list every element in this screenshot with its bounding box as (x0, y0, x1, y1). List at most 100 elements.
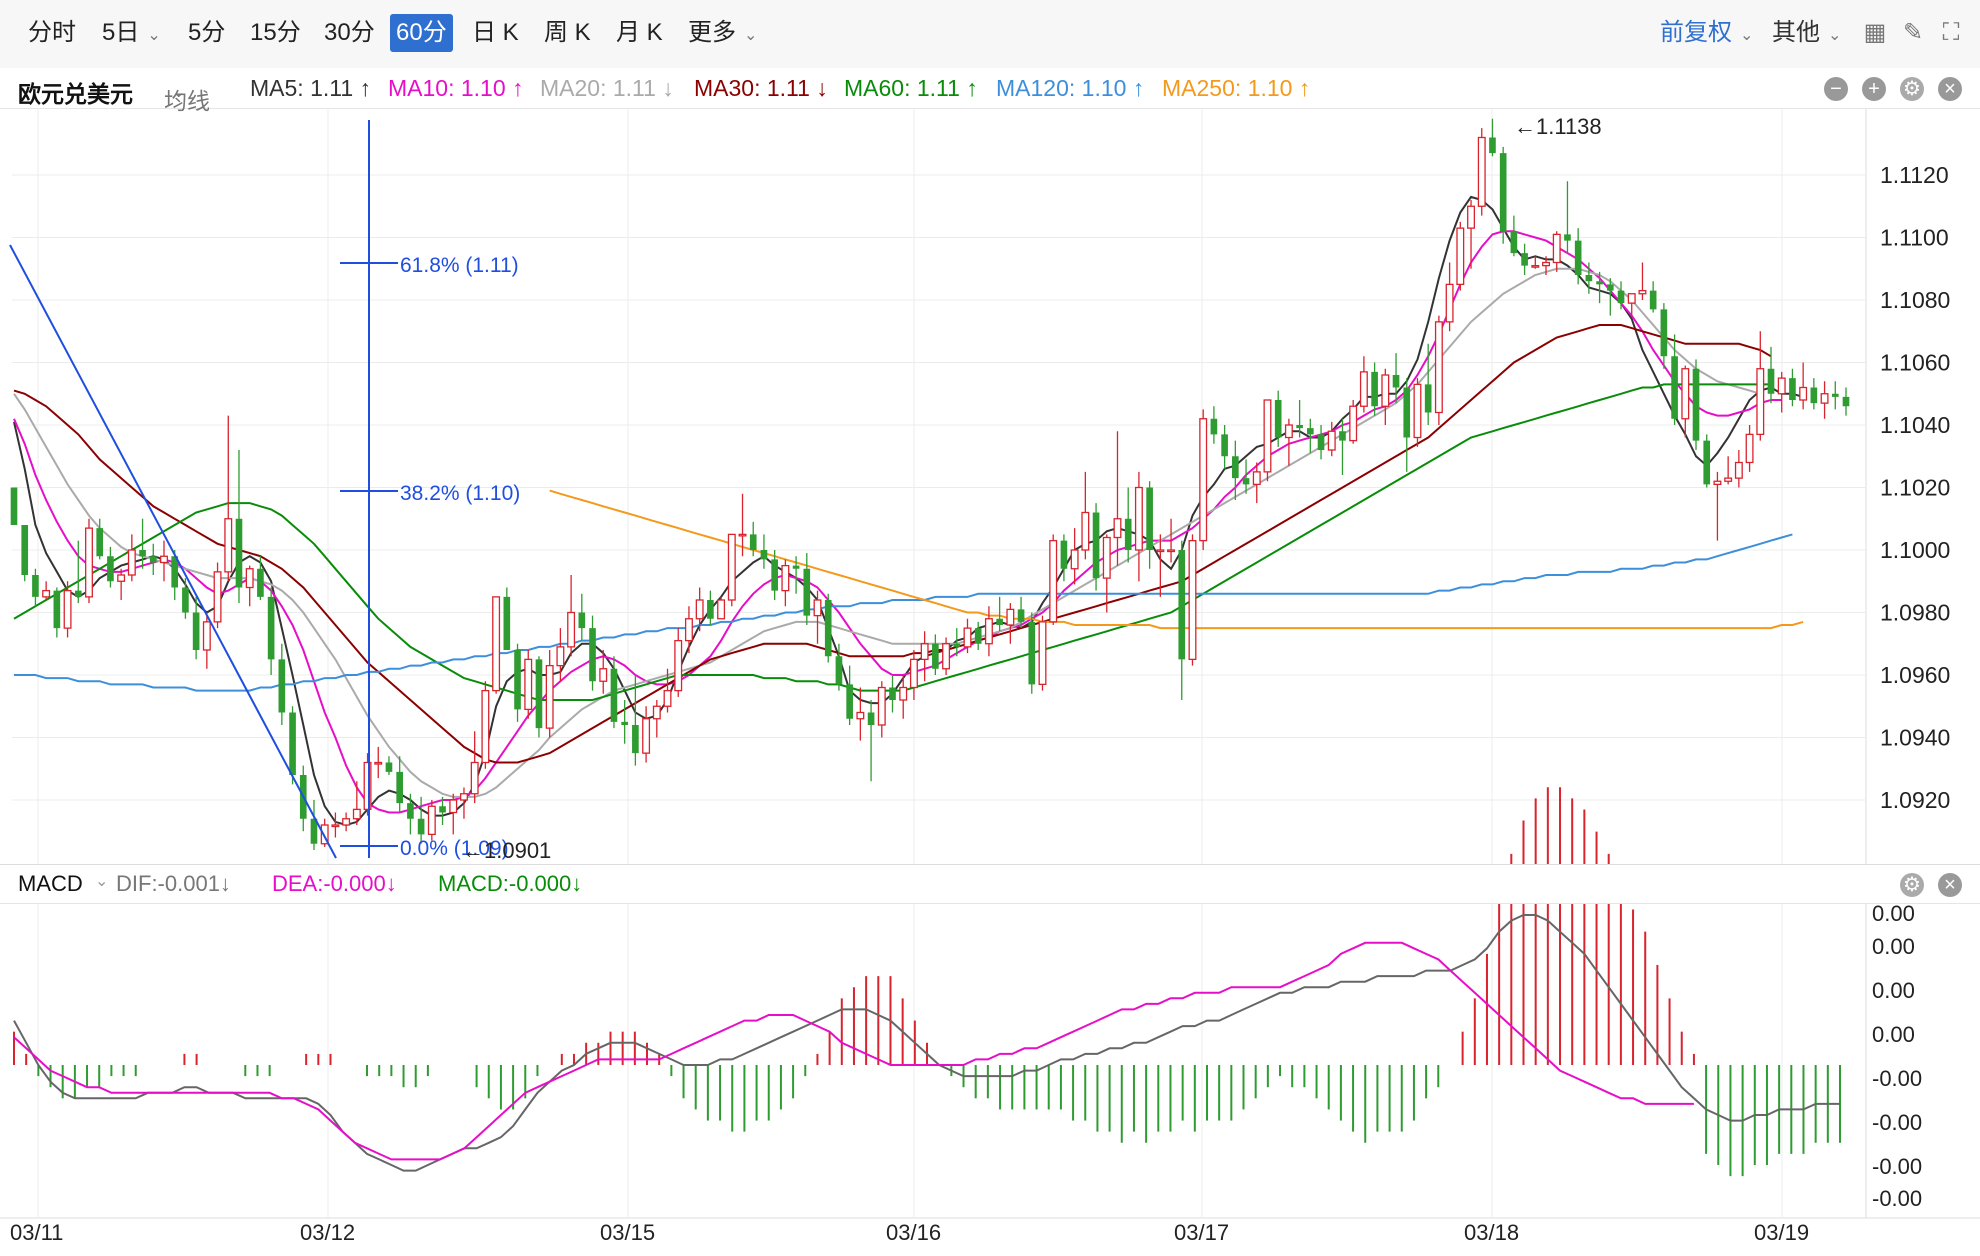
candle-body (1263, 399, 1272, 473)
y-tick-label: 1.1080 (1880, 287, 1950, 313)
candle-body (1232, 456, 1239, 479)
adjust-label: 前复权 (1660, 19, 1732, 46)
candle-body (642, 718, 651, 754)
close-icon[interactable]: × (1938, 873, 1962, 897)
candle-body (139, 550, 146, 557)
candle-body (1499, 153, 1507, 232)
candle-body (1274, 400, 1282, 438)
candle-body (1789, 378, 1796, 400)
candle-body (74, 590, 82, 597)
period-tab-15min[interactable]: 15分 (250, 19, 301, 46)
candle-body (1489, 137, 1496, 154)
candle-body (1477, 136, 1486, 207)
candle-body (396, 771, 404, 804)
y-tick-label: 1.1020 (1880, 475, 1950, 501)
ma30-value: MA30: 1.11 ↓ (694, 75, 828, 101)
candle-body (1413, 383, 1422, 439)
candle-body (1038, 621, 1047, 686)
other-menu[interactable]: 其他 ⌄ (1772, 14, 1841, 52)
candle-body (267, 596, 275, 660)
candle-body (610, 668, 618, 722)
candle-body (856, 711, 865, 720)
x-tick-label: 03/15 (600, 1220, 655, 1245)
macd-title: MACD (18, 871, 83, 896)
ma-line-ma250 (549, 489, 1804, 630)
y-tick-label: 1.1100 (1880, 225, 1949, 251)
x-tick-label: 03/18 (1464, 1220, 1519, 1245)
candle-body (1242, 478, 1250, 485)
candle-body (556, 646, 565, 667)
candle-body (1296, 425, 1303, 429)
macd-tick-label: -0.00 (1872, 1154, 1922, 1179)
candle-body (1349, 405, 1358, 442)
candle-body (771, 559, 778, 591)
candle-body (1467, 205, 1476, 229)
candle-body (213, 571, 222, 623)
chevron-down-icon: ⌄ (744, 27, 758, 44)
candle-body (1510, 231, 1518, 254)
candle-body (202, 621, 211, 651)
candle-body (1424, 384, 1432, 413)
macd-tick-label: 0.00 (1872, 934, 1915, 959)
candle-body (1307, 428, 1314, 435)
candle-body (192, 612, 200, 650)
candle-body (1671, 356, 1678, 419)
minus-icon[interactable]: − (1824, 77, 1848, 101)
y-tick-label: 1.0940 (1880, 725, 1950, 751)
candle-body (589, 628, 596, 682)
draw-tool-icon[interactable]: ✎ (1902, 19, 1924, 46)
candle-body (1703, 440, 1711, 485)
close-icon[interactable]: × (1938, 77, 1962, 101)
candle-body (567, 611, 576, 648)
dif-value: DIF:-0.001↓ (116, 871, 231, 896)
trend-line (9, 244, 337, 859)
gear-icon[interactable]: ⚙ (1900, 77, 1924, 101)
macd-tick-label: 0.00 (1872, 978, 1915, 1003)
fib-level-label: 0.0% (1.09) (400, 837, 509, 860)
period-tab-weekly[interactable]: 周 K (544, 19, 591, 46)
chevron-down-icon[interactable]: ⌄ (95, 873, 109, 890)
candle-body (363, 761, 372, 811)
period-tab-60min[interactable]: 60分 (390, 14, 453, 52)
candle-body (738, 533, 747, 537)
candle-body (909, 658, 918, 689)
gear-icon[interactable]: ⚙ (1900, 873, 1924, 897)
ma20-value: MA20: 1.11 ↓ (540, 75, 674, 101)
fullscreen-icon[interactable]: ⛶ (1942, 19, 1960, 46)
candle-body (407, 803, 414, 819)
period-tab-5min[interactable]: 5分 (188, 19, 226, 46)
x-tick-label: 03/16 (886, 1220, 941, 1245)
plus-icon[interactable]: + (1862, 77, 1886, 101)
adjust-menu[interactable]: 前复权 ⌄ (1660, 14, 1753, 52)
period-tab-5day[interactable]: 5日 ⌄ (96, 14, 167, 52)
candle-body (846, 684, 853, 719)
dea-value: DEA:-0.000↓ (272, 871, 397, 896)
candle-body (481, 689, 490, 764)
ma60-value: MA60: 1.11 ↑ (844, 75, 978, 101)
y-tick-label: 1.1120 (1880, 162, 1949, 188)
candle-body (1381, 374, 1390, 407)
period-tab-monthly[interactable]: 月 K (616, 19, 663, 46)
candle-body (1799, 386, 1808, 401)
dif-line (13, 914, 1840, 1172)
candle-body (803, 568, 811, 616)
more-menu[interactable]: 更多 ⌄ (682, 14, 763, 52)
other-label: 其他 (1772, 19, 1820, 46)
candle-body (1113, 518, 1122, 539)
symbol-name: 欧元兑美元 (18, 81, 133, 107)
ma5-value: MA5: 1.11 ↑ (250, 75, 372, 101)
period-tab-30min[interactable]: 30分 (324, 19, 375, 46)
candle-body (1810, 387, 1818, 404)
candle-body (727, 533, 736, 601)
period-tab-intraday[interactable]: 分时 (28, 19, 76, 46)
low-annotation: ←1.0901 (462, 838, 551, 863)
macd-indicator-bar: MACD ⌄ DIF:-0.001↓ DEA:-0.000↓ MACD:-0.0… (0, 864, 1980, 904)
candle-body (792, 565, 800, 569)
ma-line-ma20 (13, 267, 1761, 798)
layout-grid-icon[interactable]: ▦ (1863, 19, 1887, 46)
high-annotation: ←1.1138 (1514, 114, 1602, 139)
candle-body (1327, 430, 1336, 451)
candle-body (1359, 371, 1368, 407)
candle-body (578, 612, 586, 629)
period-tab-daily[interactable]: 日 K (472, 19, 519, 46)
